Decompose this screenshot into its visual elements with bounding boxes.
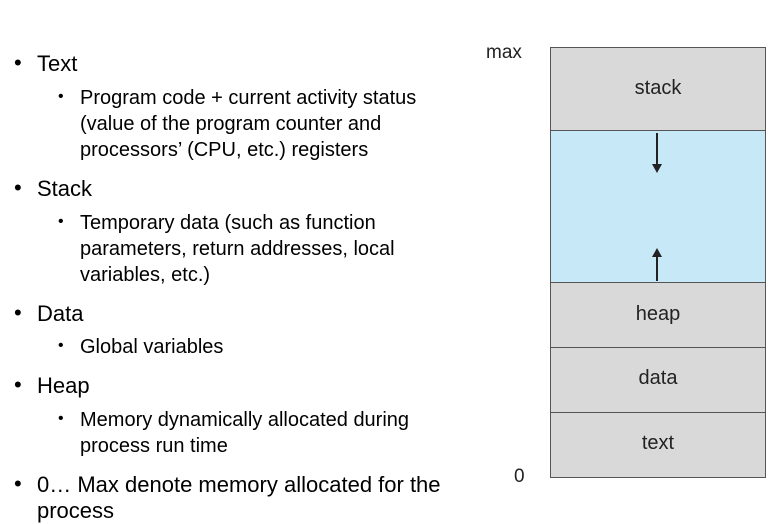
sub-bullet-text-line-2: (value of the program counter and bbox=[80, 113, 382, 135]
bullet-data-label: Data bbox=[37, 301, 84, 326]
data-segment: data bbox=[550, 347, 766, 413]
sub-bullet-dot: • bbox=[58, 337, 64, 354]
sub-bullet-dot: • bbox=[58, 88, 64, 105]
bullet-dot: • bbox=[14, 471, 22, 496]
sub-bullet-dot: • bbox=[58, 213, 64, 230]
bullet-heap-label: Heap bbox=[37, 373, 90, 398]
sub-bullet-data-line-1: Global variables bbox=[80, 336, 224, 358]
text-segment-label: text bbox=[641, 432, 675, 454]
bullet-list: • Text • Program code + current activity… bbox=[14, 50, 441, 523]
bullet-stack-label: Stack bbox=[37, 176, 93, 201]
bullet-dot: • bbox=[14, 300, 22, 325]
sub-bullet-text-line-3: processors’ (CPU, etc.) registers bbox=[80, 139, 369, 161]
bullet-range-line-2: process bbox=[37, 498, 115, 523]
bullet-range-line-1: 0… Max denote memory allocated for the bbox=[37, 472, 441, 497]
sub-bullet-stack-line-1: Temporary data (such as function bbox=[80, 212, 376, 234]
sub-bullet-stack-line-3: variables, etc.) bbox=[80, 264, 211, 286]
sub-bullet-heap-line-2: process run time bbox=[80, 435, 228, 457]
free-memory-region bbox=[550, 130, 766, 283]
bullet-dot: • bbox=[14, 50, 22, 75]
sub-bullet-stack-line-2: parameters, return addresses, local bbox=[80, 238, 395, 260]
text-segment: text bbox=[550, 412, 766, 478]
stack-segment-label: stack bbox=[634, 77, 682, 99]
heap-grows-up-arrow bbox=[652, 248, 662, 281]
heap-segment-label: heap bbox=[635, 303, 681, 325]
sub-bullet-heap-line-1: Memory dynamically allocated during bbox=[80, 409, 410, 431]
stack-segment: stack bbox=[550, 47, 766, 131]
data-segment-label: data bbox=[638, 367, 678, 389]
bullet-text-label: Text bbox=[37, 51, 78, 76]
bullet-dot: • bbox=[14, 175, 22, 200]
zero-address-label: 0 bbox=[514, 466, 525, 487]
bullet-dot: • bbox=[14, 372, 22, 397]
stack-grows-down-arrow bbox=[652, 133, 662, 173]
sub-bullet-text-line-1: Program code + current activity status bbox=[80, 87, 417, 109]
sub-bullet-dot: • bbox=[58, 410, 64, 427]
heap-segment: heap bbox=[550, 282, 766, 348]
